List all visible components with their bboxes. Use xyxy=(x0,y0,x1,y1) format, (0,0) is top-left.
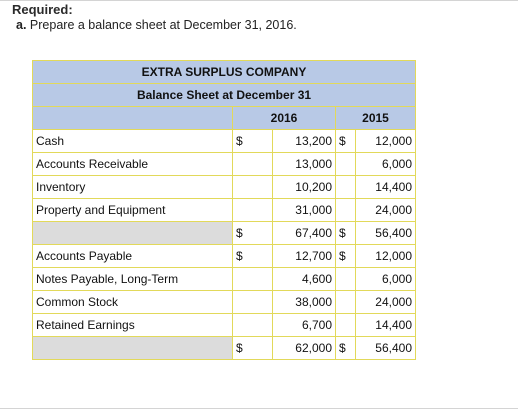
currency-2015 xyxy=(335,290,356,314)
balance-sheet-table: EXTRA SURPLUS COMPANY Balance Sheet at D… xyxy=(32,60,416,360)
currency-2015 xyxy=(335,175,356,199)
value-2015[interactable]: 6,000 xyxy=(355,152,416,176)
currency-2016 xyxy=(232,152,273,176)
total-liabilities-equity-row: $ 62,000 $ 56,400 xyxy=(32,336,416,360)
value-2016[interactable]: 31,000 xyxy=(272,198,336,222)
required-item-text: Prepare a balance sheet at December 31, … xyxy=(29,18,297,32)
row-label-retained-earnings[interactable]: Retained Earnings xyxy=(32,313,233,337)
value-2015[interactable]: 6,000 xyxy=(355,267,416,291)
table-row: Accounts Payable $ 12,700 $ 12,000 xyxy=(32,244,416,268)
required-heading: Required: xyxy=(12,2,73,17)
currency-2016 xyxy=(232,198,273,222)
statement-title: Balance Sheet at December 31 xyxy=(32,83,416,107)
table-row: Cash $ 13,200 $ 12,000 xyxy=(32,129,416,153)
value-2015[interactable]: 14,400 xyxy=(355,313,416,337)
value-2016[interactable]: 4,600 xyxy=(272,267,336,291)
year-header-row: 2016 2015 xyxy=(32,106,416,130)
total-assets-2015[interactable]: 56,400 xyxy=(355,221,416,245)
total-liabilities-equity-2015[interactable]: 56,400 xyxy=(355,336,416,360)
row-label-cash[interactable]: Cash xyxy=(32,129,233,153)
row-label-notes-payable[interactable]: Notes Payable, Long-Term xyxy=(32,267,233,291)
table-row: Accounts Receivable 13,000 6,000 xyxy=(32,152,416,176)
currency-2015: $ xyxy=(335,336,356,360)
value-2016[interactable]: 13,000 xyxy=(272,152,336,176)
total-assets-row: $ 67,400 $ 56,400 xyxy=(32,221,416,245)
currency-2016: $ xyxy=(232,221,273,245)
value-2016[interactable]: 6,700 xyxy=(272,313,336,337)
row-label-accounts-payable[interactable]: Accounts Payable xyxy=(32,244,233,268)
currency-2016: $ xyxy=(232,244,273,268)
total-assets-label-blank xyxy=(32,221,233,245)
currency-2015: $ xyxy=(335,221,356,245)
required-item-letter: a. xyxy=(16,18,27,32)
company-name: EXTRA SURPLUS COMPANY xyxy=(32,60,416,84)
table-row: Retained Earnings 6,700 14,400 xyxy=(32,313,416,337)
table-row: Property and Equipment 31,000 24,000 xyxy=(32,198,416,222)
currency-2015 xyxy=(335,152,356,176)
value-2015[interactable]: 24,000 xyxy=(355,290,416,314)
currency-2016 xyxy=(232,175,273,199)
row-label-inventory[interactable]: Inventory xyxy=(32,175,233,199)
value-2016[interactable]: 10,200 xyxy=(272,175,336,199)
bottom-divider xyxy=(0,408,518,409)
top-divider xyxy=(0,0,518,1)
total-liabilities-equity-2016[interactable]: 62,000 xyxy=(272,336,336,360)
currency-2015 xyxy=(335,267,356,291)
total-liabilities-label-blank xyxy=(32,336,233,360)
row-label-common-stock[interactable]: Common Stock xyxy=(32,290,233,314)
table-row: Common Stock 38,000 24,000 xyxy=(32,290,416,314)
row-label-property-equipment[interactable]: Property and Equipment xyxy=(32,198,233,222)
currency-2016 xyxy=(232,267,273,291)
currency-2015: $ xyxy=(335,244,356,268)
currency-2016: $ xyxy=(232,129,273,153)
total-assets-2016[interactable]: 67,400 xyxy=(272,221,336,245)
currency-2015 xyxy=(335,313,356,337)
currency-2015: $ xyxy=(335,129,356,153)
table-row: Inventory 10,200 14,400 xyxy=(32,175,416,199)
value-2015[interactable]: 14,400 xyxy=(355,175,416,199)
required-item: a. Prepare a balance sheet at December 3… xyxy=(16,18,297,32)
row-label-accounts-receivable[interactable]: Accounts Receivable xyxy=(32,152,233,176)
value-2016[interactable]: 38,000 xyxy=(272,290,336,314)
currency-2016 xyxy=(232,313,273,337)
year-2016-header: 2016 xyxy=(232,106,336,130)
table-row: Notes Payable, Long-Term 4,600 6,000 xyxy=(32,267,416,291)
value-2015[interactable]: 24,000 xyxy=(355,198,416,222)
value-2015[interactable]: 12,000 xyxy=(355,244,416,268)
year-2015-header: 2015 xyxy=(335,106,416,130)
currency-2016: $ xyxy=(232,336,273,360)
year-header-blank xyxy=(32,106,233,130)
currency-2016 xyxy=(232,290,273,314)
currency-2015 xyxy=(335,198,356,222)
value-2016[interactable]: 12,700 xyxy=(272,244,336,268)
value-2015[interactable]: 12,000 xyxy=(355,129,416,153)
value-2016[interactable]: 13,200 xyxy=(272,129,336,153)
